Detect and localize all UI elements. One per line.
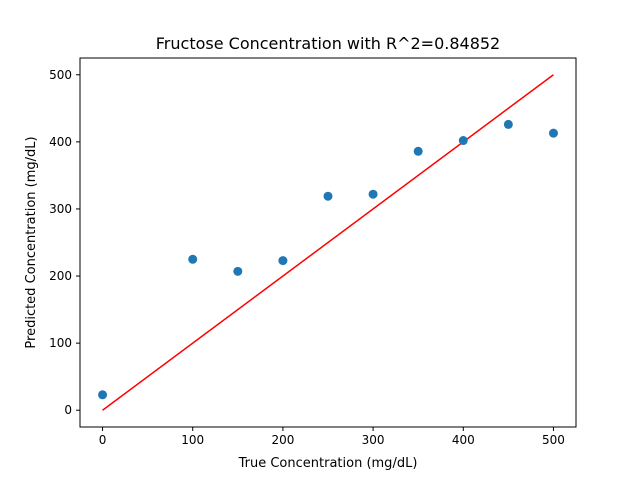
y-tick-label: 400 xyxy=(49,135,72,149)
data-point xyxy=(503,119,513,129)
data-point xyxy=(413,146,423,156)
y-axis-label: Predicted Concentration (mg/dL) xyxy=(24,136,39,348)
x-tick-label: 300 xyxy=(362,433,385,447)
x-axis: 0 100 200 300 400 500 xyxy=(99,427,565,447)
y-tick-label: 200 xyxy=(49,269,72,283)
y-axis: 0 100 200 300 400 500 xyxy=(49,68,80,417)
chart-title: Fructose Concentration with R^2=0.84852 xyxy=(156,34,500,53)
x-tick-label: 400 xyxy=(452,433,475,447)
data-point xyxy=(98,390,108,400)
y-tick-label: 500 xyxy=(49,68,72,82)
reference-line xyxy=(102,74,554,411)
x-tick-label: 100 xyxy=(181,433,204,447)
data-point xyxy=(278,256,288,266)
data-point xyxy=(233,266,243,276)
y-tick-label: 100 xyxy=(49,336,72,350)
axes-frame xyxy=(79,57,577,428)
y-tick-label: 0 xyxy=(64,403,72,417)
data-point xyxy=(368,189,378,199)
plot-area xyxy=(98,74,558,411)
x-axis-label: True Concentration (mg/dL) xyxy=(238,456,418,471)
data-point xyxy=(548,128,558,138)
data-point xyxy=(323,191,333,201)
x-tick-label: 0 xyxy=(99,433,107,447)
x-tick-label: 500 xyxy=(542,433,565,447)
x-tick-label: 200 xyxy=(271,433,294,447)
data-point xyxy=(458,136,468,146)
y-tick-label: 300 xyxy=(49,202,72,216)
data-point xyxy=(188,254,198,264)
